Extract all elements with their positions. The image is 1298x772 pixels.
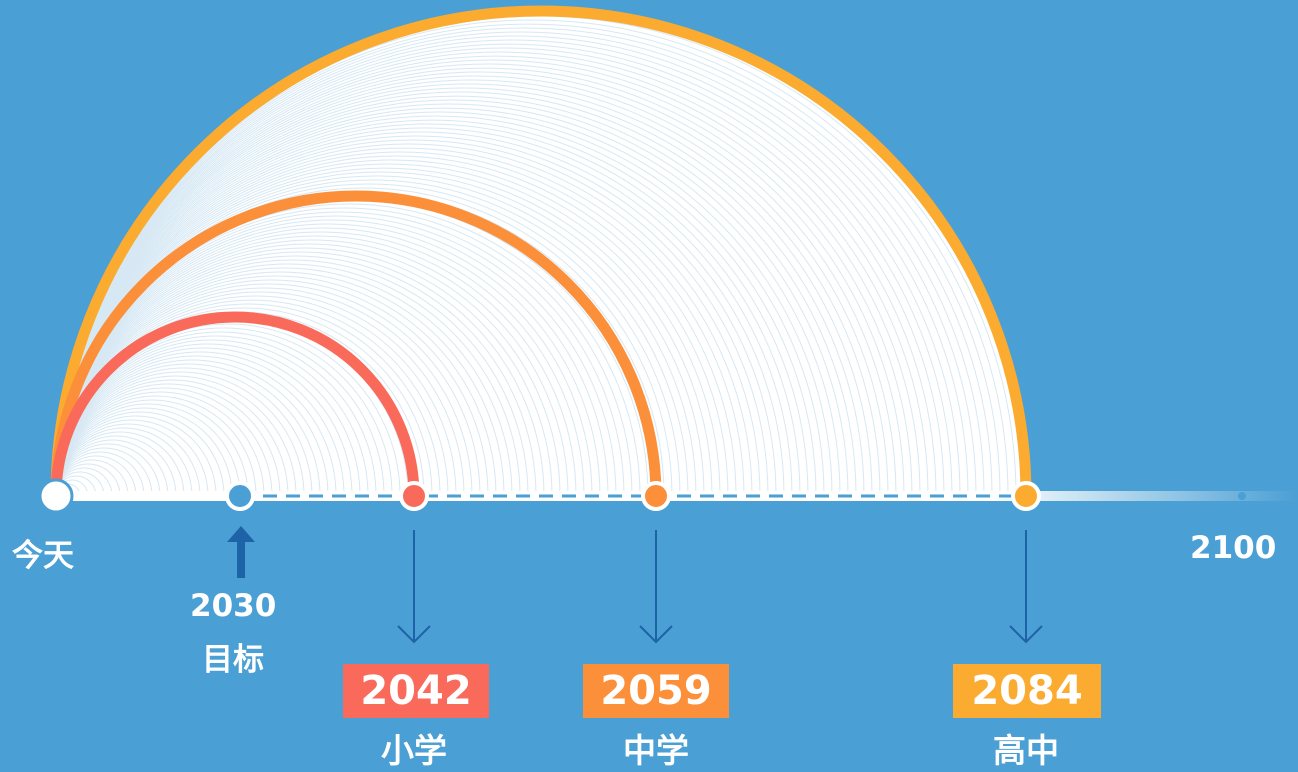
- fan-arc-line: [55, 79, 889, 497]
- primary-node: [399, 481, 429, 511]
- fan-arc-line: [55, 119, 809, 497]
- end-year-label: 2100: [1190, 530, 1277, 566]
- fan-arc-line: [55, 147, 753, 497]
- down-arrow-primary: [397, 530, 431, 644]
- fan-arc-line: [55, 255, 537, 497]
- fan-arc-line: [55, 71, 905, 497]
- up-arrow-icon: [227, 526, 255, 578]
- arc-primary-school: [50, 311, 420, 497]
- down-arrow-high: [1009, 530, 1043, 644]
- goal-year-label: 2030: [190, 588, 277, 624]
- milestone-stage-high: 高中: [993, 731, 1059, 770]
- fan-arc-line: [55, 135, 777, 497]
- fan-arc-line: [55, 67, 913, 497]
- fan-arc-line: [55, 83, 881, 497]
- fan-arc-line: [55, 267, 513, 497]
- fan-arc-line: [55, 95, 857, 497]
- fan-arc-line: [55, 87, 873, 497]
- high-node: [1011, 481, 1041, 511]
- fan-arc-line: [55, 91, 865, 497]
- fan-arc-line: [55, 115, 817, 497]
- fan-arc-line: [55, 103, 841, 497]
- goal-caption: 目标: [202, 642, 264, 678]
- fan-arc-line: [55, 271, 505, 497]
- fan-arc-line: [55, 63, 921, 497]
- arc-middle-school: [50, 190, 662, 497]
- fan-arc-line: [55, 127, 793, 497]
- fan-arc-line: [55, 111, 825, 497]
- milestone-stage-middle: 中学: [623, 731, 689, 770]
- fan-arc-line: [55, 139, 769, 497]
- fan-arc-line: [55, 75, 897, 497]
- today-label: 今天: [12, 538, 74, 574]
- fan-arc-line: [55, 107, 833, 497]
- middle-node: [641, 481, 671, 511]
- fan-arc-line: [55, 275, 497, 497]
- fan-arc-line: [55, 131, 785, 497]
- today-node: [38, 478, 74, 514]
- down-arrow-middle: [639, 530, 673, 644]
- timeline-end-dot: [1238, 492, 1246, 500]
- milestone-year-badge-primary: 2042: [343, 664, 489, 718]
- milestone-year-badge-middle: 2059: [583, 664, 729, 718]
- goal-node: [225, 481, 255, 511]
- milestone-stage-primary: 小学: [381, 731, 447, 770]
- fan-arc-line: [55, 123, 801, 497]
- arc-high-school: [50, 5, 1032, 497]
- milestone-year-badge-high: 2084: [953, 664, 1101, 718]
- fan-arc-line: [55, 143, 761, 497]
